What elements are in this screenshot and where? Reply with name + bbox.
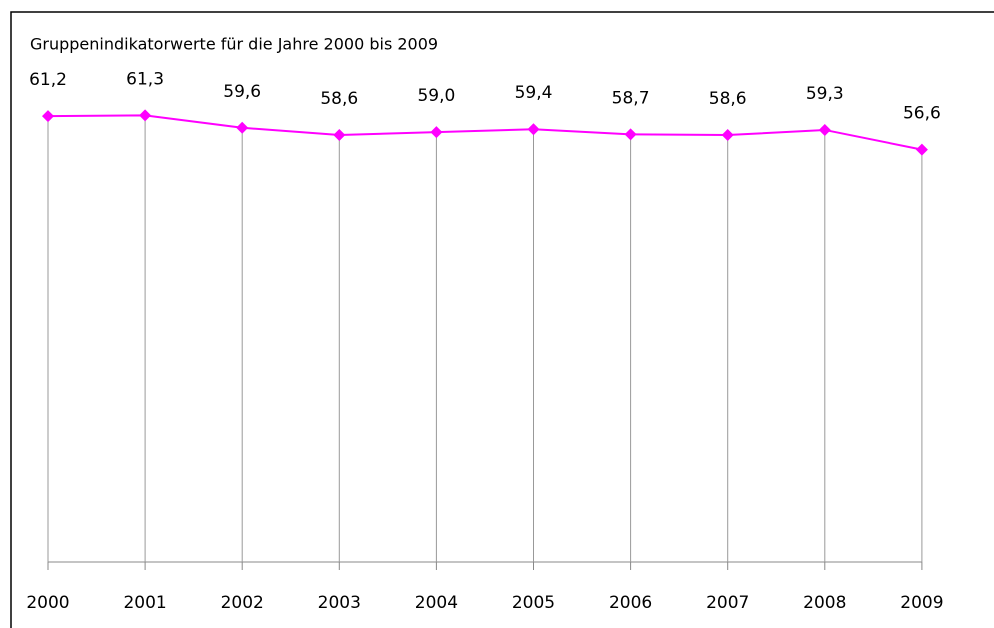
data-label: 59,4 bbox=[515, 83, 553, 103]
data-label: 58,6 bbox=[320, 89, 358, 109]
data-label: 61,3 bbox=[126, 69, 164, 89]
data-marker bbox=[139, 109, 152, 122]
data-marker bbox=[915, 143, 928, 156]
data-marker bbox=[527, 123, 540, 136]
data-line bbox=[47, 114, 923, 151]
chart-frame bbox=[10, 11, 994, 628]
data-label: 59,6 bbox=[223, 82, 261, 102]
data-label: 58,7 bbox=[612, 88, 650, 108]
data-label: 56,6 bbox=[903, 104, 941, 124]
data-label: 59,3 bbox=[806, 84, 844, 104]
data-label: 59,0 bbox=[417, 86, 455, 106]
x-tick-label: 2007 bbox=[706, 593, 749, 613]
data-marker bbox=[624, 128, 637, 141]
x-tick-label: 2001 bbox=[123, 593, 166, 613]
x-tick-label: 2005 bbox=[512, 593, 555, 613]
data-marker bbox=[721, 129, 734, 142]
x-tick-label: 2003 bbox=[318, 593, 361, 613]
x-tick-label: 2006 bbox=[609, 593, 652, 613]
data-marker bbox=[42, 110, 54, 123]
chart-title: Gruppenindikatorwerte für die Jahre 2000… bbox=[30, 35, 438, 54]
data-marker bbox=[818, 123, 831, 136]
data-label: 61,2 bbox=[29, 70, 67, 90]
data-marker bbox=[236, 121, 249, 134]
x-tick-label: 2008 bbox=[803, 593, 846, 613]
x-tick-label: 2002 bbox=[221, 593, 264, 613]
x-tick-label: 2000 bbox=[26, 593, 69, 613]
x-tick-label: 2009 bbox=[900, 593, 943, 613]
data-marker bbox=[333, 129, 346, 142]
data-label: 58,6 bbox=[709, 89, 747, 109]
data-marker bbox=[430, 126, 443, 139]
x-tick-label: 2004 bbox=[415, 593, 458, 613]
